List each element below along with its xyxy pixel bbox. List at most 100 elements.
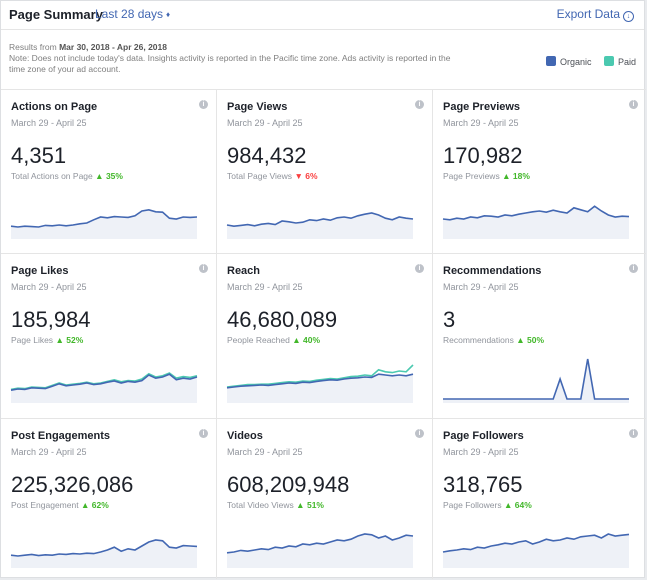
organic-series-line: [10, 208, 198, 228]
metric-card-actions-on-page[interactable]: Actions on Page March 29 - April 25 i 4,351…: [1, 89, 216, 253]
export-data-label: Export Data: [556, 7, 620, 21]
up-arrow-icon: ▲: [502, 171, 511, 181]
organic-area: [11, 540, 197, 568]
card-subtitle-label: Page Likes: [11, 335, 54, 345]
summary-header: Page Summary Last 28 days ♦ Export Data ↓: [1, 1, 644, 30]
metric-card-page-followers[interactable]: Page Followers March 29 - April 25 i 318,76…: [432, 418, 646, 579]
up-arrow-icon: ▲: [55, 335, 64, 345]
legend-organic-label: Organic: [559, 57, 592, 67]
card-value: 46,680,089: [227, 307, 338, 332]
card-value: 225,326,086: [11, 472, 134, 497]
info-icon[interactable]: i: [199, 429, 208, 438]
change-percent: ▲ 18%: [502, 171, 530, 181]
card-title: Page Followers: [443, 430, 524, 442]
organic-area: [11, 374, 197, 403]
card-title: Page Previews: [443, 101, 521, 113]
card-subtitle: Total Page Views ▼ 6%: [227, 171, 318, 181]
card-title: Post Engagements: [11, 430, 111, 442]
change-percent: ▲ 35%: [95, 171, 123, 181]
info-icon[interactable]: i: [199, 100, 208, 109]
change-percent-value: 52%: [66, 335, 84, 345]
change-percent: ▲ 52%: [55, 335, 83, 345]
card-subtitle: Post Engagement ▲ 62%: [11, 500, 109, 510]
card-subtitle-label: Total Video Views: [227, 500, 294, 510]
card-value: 185,984: [11, 307, 91, 332]
up-arrow-icon: ▲: [95, 171, 104, 181]
card-date-range: March 29 - April 25: [11, 282, 87, 292]
card-value: 984,432: [227, 143, 307, 168]
date-range-dropdown[interactable]: Last 28 days ♦: [95, 7, 170, 21]
change-percent-value: 51%: [306, 500, 324, 510]
info-icon[interactable]: i: [199, 264, 208, 273]
metric-card-page-previews[interactable]: Page Previews March 29 - April 25 i 170,982…: [432, 89, 646, 253]
down-arrow-icon: ▼: [294, 171, 303, 181]
change-percent-value: 50%: [527, 335, 545, 345]
change-percent: ▲ 64%: [504, 500, 532, 510]
card-subtitle: Page Likes ▲ 52%: [11, 335, 83, 345]
info-icon[interactable]: i: [629, 100, 638, 109]
card-subtitle-label: Total Actions on Page: [11, 171, 93, 181]
card-title: Videos: [227, 430, 263, 442]
card-value: 3: [443, 307, 456, 332]
note-line-2: time zone of your ad account.: [9, 64, 121, 74]
card-title: Page Views: [227, 101, 288, 113]
sparkline-chart: [226, 212, 414, 239]
card-value: 608,209,948: [227, 472, 350, 497]
metric-card-post-engagements[interactable]: Post Engagements March 29 - April 25 i 225,…: [1, 418, 216, 579]
card-value: 318,765: [443, 472, 523, 497]
card-subtitle: Page Followers ▲ 64%: [443, 500, 532, 510]
sparkline-chart: [442, 205, 630, 239]
info-icon[interactable]: i: [415, 429, 424, 438]
metric-card-recommendations[interactable]: Recommendations March 29 - April 25 i 3 Reco…: [432, 253, 646, 418]
date-range-label: Last 28 days: [95, 7, 164, 21]
card-date-range: March 29 - April 25: [227, 282, 303, 292]
card-subtitle-label: Recommendations: [443, 335, 514, 345]
results-note: Results from Mar 30, 2018 - Apr 26, 2018…: [9, 42, 509, 75]
metric-card-videos[interactable]: Videos March 29 - April 25 i 608,209,948 Tot…: [216, 418, 432, 579]
organic-series-line: [10, 539, 198, 557]
sparkline-chart: [10, 372, 198, 403]
metric-card-page-views[interactable]: Page Views March 29 - April 25 i 984,432 Tot…: [216, 89, 432, 253]
info-icon[interactable]: i: [629, 264, 638, 273]
up-arrow-icon: ▲: [516, 335, 525, 345]
metric-card-page-likes[interactable]: Page Likes March 29 - April 25 i 185,984 Pag…: [1, 253, 216, 418]
change-percent: ▼ 6%: [294, 171, 317, 181]
organic-area: [443, 534, 629, 568]
legend-paid-label: Paid: [617, 57, 636, 67]
card-date-range: March 29 - April 25: [11, 447, 87, 457]
organic-series-line: [226, 212, 414, 228]
organic-area: [227, 374, 413, 403]
organic-series-line: [442, 533, 630, 553]
card-subtitle: Total Actions on Page ▲ 35%: [11, 171, 123, 181]
change-percent: ▲ 62%: [81, 500, 109, 510]
info-icon[interactable]: i: [629, 429, 638, 438]
card-date-range: March 29 - April 25: [227, 447, 303, 457]
up-arrow-icon: ▲: [503, 500, 513, 510]
card-date-range: March 29 - April 25: [443, 118, 519, 128]
card-subtitle-label: Total Page Views: [227, 171, 293, 181]
card-subtitle: Page Previews ▲ 18%: [443, 171, 530, 181]
sparkline-chart: [443, 358, 629, 403]
card-subtitle-label: Page Followers: [443, 500, 502, 510]
export-data-button[interactable]: Export Data ↓: [557, 7, 634, 22]
change-percent-value: 35%: [105, 171, 123, 181]
metric-card-reach[interactable]: Reach March 29 - April 25 i 46,680,089 Peopl…: [216, 253, 432, 418]
card-subtitle-label: Page Previews: [443, 171, 500, 181]
up-arrow-icon: ▲: [296, 500, 305, 510]
organic-series-line: [10, 373, 198, 391]
sparkline-chart: [226, 533, 414, 568]
up-arrow-icon: ▲: [80, 500, 90, 510]
organic-area: [227, 534, 413, 568]
info-icon[interactable]: i: [415, 264, 424, 273]
card-value: 170,982: [443, 143, 523, 168]
up-arrow-icon: ▲: [292, 335, 301, 345]
card-value: 4,351: [11, 143, 67, 168]
change-percent-value: 64%: [514, 500, 532, 510]
card-subtitle-label: Post Engagement: [11, 500, 79, 510]
results-prefix: Results from: [9, 42, 57, 52]
info-icon[interactable]: i: [415, 100, 424, 109]
organic-series-line: [443, 358, 629, 400]
card-date-range: March 29 - April 25: [11, 118, 87, 128]
card-date-range: March 29 - April 25: [443, 282, 519, 292]
